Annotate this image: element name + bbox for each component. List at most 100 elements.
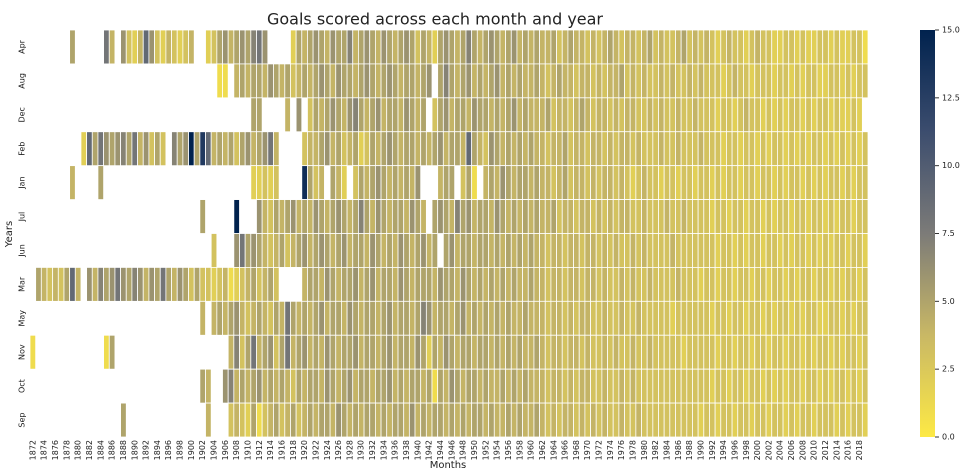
heatmap-cell — [635, 165, 642, 200]
heatmap-cell — [380, 199, 388, 234]
heatmap-cell — [810, 165, 818, 200]
heatmap-cell — [743, 131, 750, 167]
heatmap-cell — [69, 165, 76, 200]
heatmap-cell — [663, 97, 671, 133]
heatmap-cell — [697, 233, 705, 268]
heatmap-cell — [352, 233, 359, 268]
heatmap-cell — [839, 29, 846, 65]
heatmap-cell — [748, 368, 756, 404]
heatmap-cell — [567, 97, 574, 133]
heatmap-cell — [777, 300, 784, 336]
heatmap-cell — [805, 267, 812, 302]
heatmap-cell — [437, 165, 444, 200]
heatmap-cell — [459, 165, 467, 200]
heatmap-cell — [352, 402, 359, 438]
heatmap-cell — [510, 131, 518, 167]
heatmap-cell — [539, 29, 546, 65]
heatmap-cell — [584, 300, 591, 336]
heatmap-cell — [556, 334, 563, 370]
heatmap-cell — [414, 29, 422, 65]
heatmap-cell — [510, 402, 518, 438]
heatmap-cell — [629, 199, 637, 234]
heatmap-cell — [233, 334, 240, 370]
heatmap-cell — [765, 300, 773, 336]
heatmap-cell — [505, 233, 512, 268]
heatmap-cell — [278, 233, 286, 268]
heatmap-cell — [329, 165, 337, 200]
heatmap-cell — [816, 368, 824, 404]
heatmap-cell — [397, 199, 405, 234]
heatmap-cell — [295, 334, 303, 370]
colorbar-tick-label: 2.5 — [942, 365, 955, 374]
heatmap-cell — [324, 199, 331, 234]
heatmap-cell — [590, 165, 597, 200]
heatmap-cell — [692, 300, 699, 336]
heatmap-cell — [386, 97, 393, 133]
heatmap-cell — [527, 334, 535, 370]
x-tick-label: 1924 — [323, 440, 332, 460]
heatmap-cell — [363, 63, 371, 99]
heatmap-cell — [624, 165, 631, 200]
heatmap-cell — [709, 334, 716, 370]
heatmap-cell — [748, 29, 756, 65]
heatmap-cell — [307, 131, 314, 167]
heatmap-cell — [692, 97, 699, 133]
x-tick-label: 1890 — [130, 440, 139, 460]
heatmap-cell — [369, 402, 376, 438]
heatmap-cell — [210, 233, 218, 268]
heatmap-cell — [352, 97, 359, 133]
heatmap-cell — [765, 402, 773, 438]
heatmap-cell — [822, 300, 829, 336]
heatmap-cell — [561, 63, 569, 99]
heatmap-cell — [624, 29, 631, 65]
heatmap-cell — [573, 267, 580, 302]
heatmap-cell — [833, 199, 841, 234]
heatmap-cell — [709, 300, 716, 336]
heatmap-cell — [380, 97, 388, 133]
heatmap-cell — [618, 334, 625, 370]
heatmap-cell — [754, 402, 761, 438]
heatmap-cell — [414, 267, 422, 302]
heatmap-cell — [329, 97, 337, 133]
heatmap-cell — [233, 402, 240, 438]
heatmap-cell — [539, 199, 546, 234]
heatmap-cell — [777, 97, 784, 133]
heatmap-cell — [618, 165, 625, 200]
heatmap-cell — [335, 97, 342, 133]
heatmap-cell — [731, 368, 739, 404]
heatmap-cell — [805, 199, 812, 234]
heatmap-cell — [324, 131, 331, 167]
heatmap-cell — [601, 97, 608, 133]
heatmap-cell — [714, 334, 722, 370]
x-tick-label: 2012 — [821, 440, 830, 460]
heatmap-cell — [607, 368, 614, 404]
heatmap-cell — [425, 233, 433, 268]
heatmap-cell — [403, 199, 410, 234]
heatmap-cell — [720, 233, 727, 268]
heatmap-cell — [239, 334, 246, 370]
heatmap-cell — [692, 402, 699, 438]
heatmap-cell — [629, 131, 637, 167]
heatmap-cell — [816, 131, 824, 167]
heatmap-cell — [680, 233, 688, 268]
heatmap-cell — [448, 267, 456, 302]
heatmap-cell — [669, 334, 676, 370]
heatmap-cell — [709, 368, 716, 404]
heatmap-cell — [567, 63, 574, 99]
heatmap-cell — [601, 267, 608, 302]
heatmap-cell — [861, 402, 869, 438]
heatmap-cell — [839, 267, 846, 302]
heatmap-cell — [205, 368, 212, 404]
heatmap-cell — [760, 233, 767, 268]
x-tick-label: 1938 — [402, 440, 411, 460]
heatmap-cell — [856, 300, 863, 336]
heatmap-cell — [425, 402, 433, 438]
heatmap-cell — [760, 165, 767, 200]
heatmap-cell — [765, 368, 773, 404]
heatmap-cell — [703, 29, 710, 65]
heatmap-cell — [431, 233, 439, 268]
heatmap-cell — [465, 334, 473, 370]
heatmap-cell — [641, 199, 648, 234]
x-tick-label: 2010 — [810, 440, 819, 460]
heatmap-cell — [261, 63, 269, 99]
